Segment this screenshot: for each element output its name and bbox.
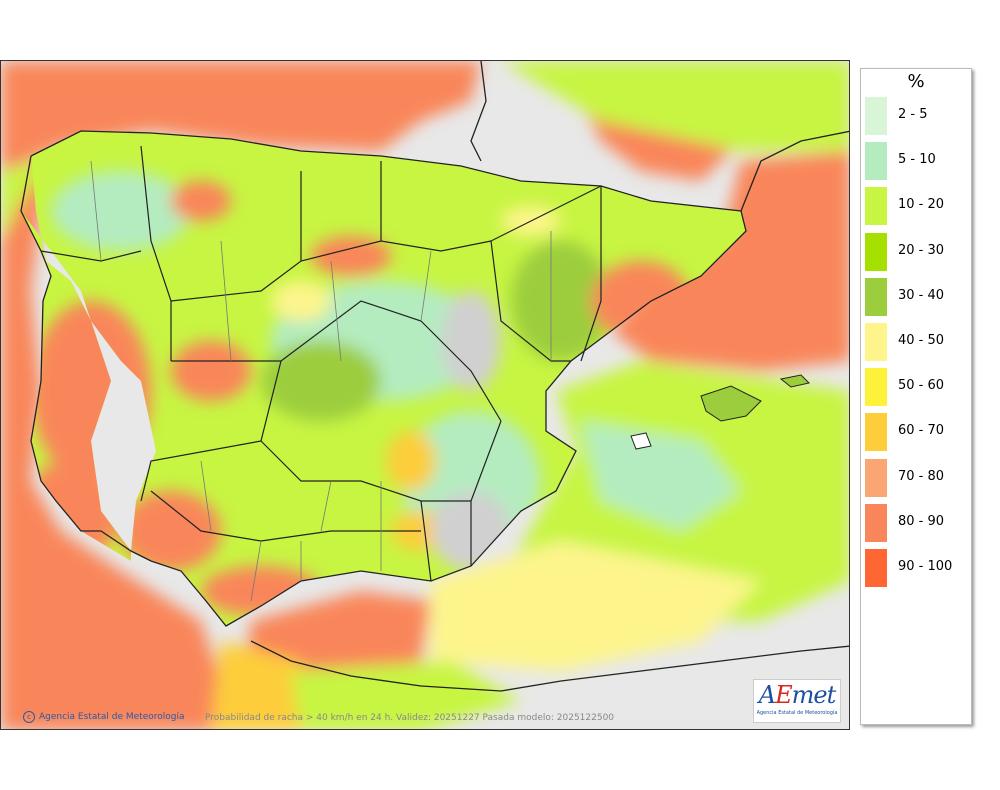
balearic-islands [630,374,810,450]
legend-label: 20 - 30 [898,242,945,258]
legend-swatch [865,503,887,542]
credit-label: Agencia Estatal de Meteorología [39,712,185,722]
legend-swatch [865,323,887,361]
legend-label: 80 - 90 [898,513,945,529]
province-borders [90,160,552,602]
credit-text: c Agencia Estatal de Meteorología [23,711,185,723]
copyright-icon: c [23,711,35,723]
legend-swatch [865,368,887,407]
legend-item: 60 - 70 [865,409,969,452]
legend-label: 2 - 5 [898,107,928,122]
legend-item: 2 - 5 [865,93,969,135]
legend-item: 70 - 80 [865,455,969,497]
legend-swatch [865,549,887,587]
probability-map [1,61,849,729]
legend-label: 90 - 100 [898,559,953,574]
legend-label: 60 - 70 [898,423,945,439]
legend-swatch [865,277,887,316]
map-panel: c Agencia Estatal de Meteorología Probabi… [0,60,850,730]
aemet-logo: AEmet Agencia Estatal de Meteorología [753,679,841,723]
legend-swatch [865,458,887,497]
sea-probability-layer [1,61,849,729]
legend-item: 80 - 90 [865,500,969,542]
map-caption: Probabilidad de racha > 40 km/h en 24 h.… [205,713,615,723]
legend-item: 50 - 60 [865,364,969,407]
legend-panel: % 2 - 5 5 - 10 10 - 20 20 - 30 30 - 40 40 - 5… [860,68,972,725]
legend-swatch [865,187,887,226]
legend-swatch [865,142,887,181]
legend-item: 40 - 50 [865,319,969,361]
legend-unit: % [907,71,925,92]
legend-item: 90 - 100 [865,545,969,587]
legend-item: 5 - 10 [865,138,969,181]
legend-item: 30 - 40 [865,274,969,316]
legend-label: 5 - 10 [898,152,936,168]
coastline [20,61,849,692]
legend-item: 20 - 30 [865,229,969,271]
legend-item: 10 - 20 [865,183,969,226]
region-borders [40,145,602,582]
legend-swatch [865,232,887,271]
legend-label: 30 - 40 [898,287,945,303]
legend-label: 70 - 80 [898,468,945,484]
legend-swatch [865,413,887,452]
legend-label: 10 - 20 [898,197,945,213]
legend-label: 40 - 50 [898,333,945,348]
legend-swatch [865,97,887,135]
legend-label: 50 - 60 [898,378,945,394]
